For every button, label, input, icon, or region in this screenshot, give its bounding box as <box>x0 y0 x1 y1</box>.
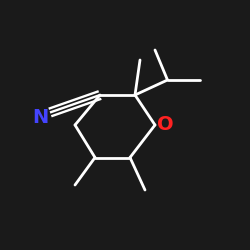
Text: O: O <box>157 116 173 134</box>
Text: N: N <box>32 108 48 127</box>
